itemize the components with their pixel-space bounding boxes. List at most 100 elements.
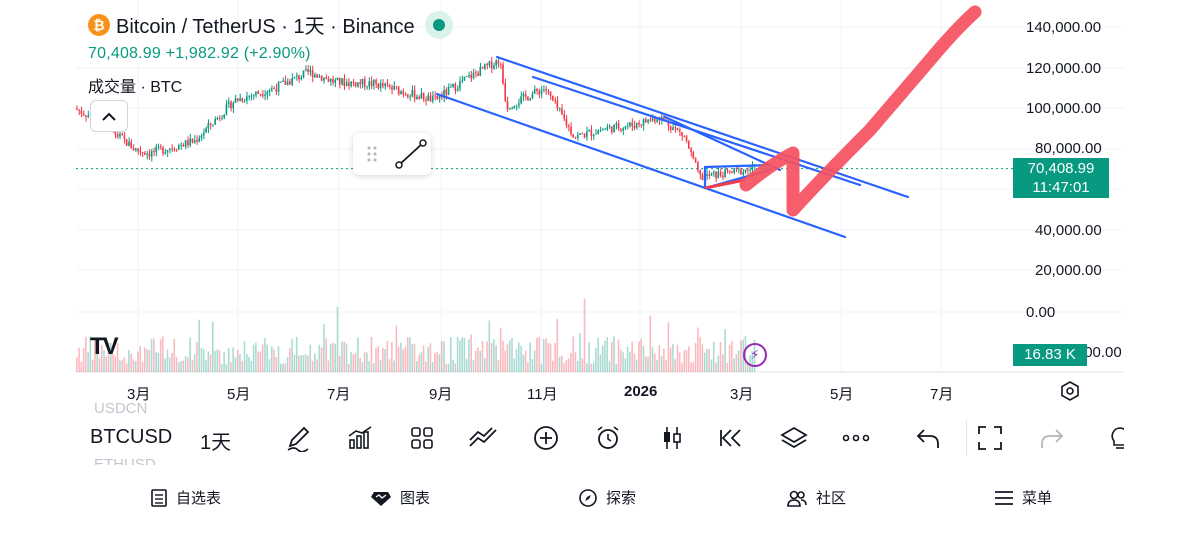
volume-bar <box>110 343 112 372</box>
symbol-button[interactable]: BTCUSD <box>90 426 173 448</box>
volume-bar <box>289 348 291 372</box>
volume-bar <box>504 350 506 372</box>
candle-body <box>236 98 239 101</box>
trendline-icon[interactable] <box>391 137 431 171</box>
nav-community[interactable]: 社区 <box>786 487 846 508</box>
volume-bar <box>352 354 355 372</box>
watchlist-icon <box>151 488 167 507</box>
candle-body <box>615 123 618 125</box>
nav-explore[interactable]: 探索 <box>578 487 636 508</box>
pencil-icon[interactable] <box>282 422 314 454</box>
chart-area[interactable] <box>76 0 1124 410</box>
volume-bar <box>592 362 595 372</box>
candle-body <box>282 80 284 83</box>
symbol-legend[interactable]: ₿ Bitcoin / TetherUS · 1天 · Binance 70,4… <box>88 10 453 97</box>
fullscreen-icon[interactable] <box>974 422 1006 454</box>
candle-body <box>542 89 545 91</box>
candle-body <box>461 80 463 82</box>
volume-bar <box>134 360 137 372</box>
volume-bar <box>667 322 670 372</box>
symbol-scroll-prev[interactable]: USDCN <box>94 400 148 417</box>
candle-body <box>171 148 173 150</box>
undo-icon[interactable] <box>912 422 944 454</box>
candle-body <box>597 130 599 134</box>
more-icon[interactable] <box>840 422 872 454</box>
candle-body <box>243 100 246 102</box>
candle-body <box>293 76 296 79</box>
candle-body <box>731 171 733 173</box>
volume-bar <box>402 348 404 372</box>
collapse-legend-button[interactable] <box>90 100 128 132</box>
symbol-title[interactable]: Bitcoin / TetherUS · 1天 · Binance <box>116 16 415 38</box>
volume-bar <box>175 356 178 372</box>
candle-body <box>273 88 275 90</box>
drag-handle-icon[interactable] <box>361 142 385 166</box>
volume-bar <box>361 362 364 372</box>
volume-bar <box>159 339 162 372</box>
add-icon[interactable] <box>530 422 562 454</box>
time-tick: 7月 <box>930 386 954 403</box>
nav-chart[interactable]: 图表 <box>370 487 430 508</box>
volume-bar <box>87 352 89 372</box>
candle-body <box>261 94 264 97</box>
candle-body <box>570 126 572 135</box>
candle-body <box>166 150 169 153</box>
compare-icon[interactable] <box>468 422 500 454</box>
candle-body <box>649 119 652 121</box>
nav-explore-label: 探索 <box>606 490 637 507</box>
volume-bar <box>182 360 185 372</box>
candle-body <box>227 101 230 105</box>
volume-bar <box>397 346 400 372</box>
lightning-icon[interactable]: ⚡ <box>743 343 767 367</box>
candle-body <box>175 149 178 151</box>
volume-bar <box>552 360 554 372</box>
candles-icon[interactable] <box>656 422 688 454</box>
hand-drawn-arrow <box>739 5 982 217</box>
settings-icon[interactable] <box>1059 380 1081 402</box>
volume-bar <box>440 341 443 372</box>
volume-bar <box>651 347 654 372</box>
candle-body <box>372 80 375 86</box>
volume-bar <box>363 351 366 372</box>
indicators-icon[interactable] <box>344 422 376 454</box>
volume-bar <box>166 349 169 372</box>
candle-body <box>178 145 180 150</box>
candle-body <box>216 117 219 120</box>
volume-bar <box>724 329 726 372</box>
volume-bar <box>731 340 733 372</box>
volume-bar <box>85 336 87 372</box>
volume-bar <box>293 354 296 372</box>
triangle-top-line <box>703 163 772 169</box>
candle-body <box>456 88 459 91</box>
bottom-toolbar: USDCN ETHUSD BTCUSD 1天 <box>76 400 1124 473</box>
drawing-toolbar[interactable] <box>353 133 431 175</box>
volume-bar <box>280 363 282 372</box>
volume-label[interactable]: 成交量 · BTC <box>88 79 183 96</box>
alarm-icon[interactable] <box>592 422 624 454</box>
redo-icon[interactable] <box>1036 422 1068 454</box>
candle-body <box>513 106 516 109</box>
candle-body <box>733 168 735 173</box>
bulb-icon[interactable] <box>1106 422 1124 454</box>
interval-button[interactable]: 1天 <box>200 432 232 454</box>
candle-body <box>429 95 432 102</box>
candle-body <box>286 81 289 85</box>
candle-body <box>728 170 731 172</box>
candle-body <box>463 76 466 81</box>
candle-body <box>445 89 448 95</box>
layers-icon[interactable] <box>778 422 810 454</box>
time-tick: 3月 <box>127 386 151 403</box>
volume-bar <box>202 349 205 372</box>
layout-icon[interactable] <box>406 422 438 454</box>
candle-body <box>558 108 561 110</box>
candle-body <box>508 108 511 110</box>
volume-bar <box>119 360 121 372</box>
replay-icon[interactable] <box>716 422 748 454</box>
volume-bar <box>144 347 146 372</box>
volume-bar <box>393 360 395 372</box>
nav-watchlist[interactable]: 自选表 <box>150 487 221 508</box>
volume-bar <box>157 353 160 372</box>
volume-bar <box>375 348 377 372</box>
nav-menu[interactable]: 菜单 <box>994 487 1052 508</box>
candle-body <box>173 148 176 150</box>
